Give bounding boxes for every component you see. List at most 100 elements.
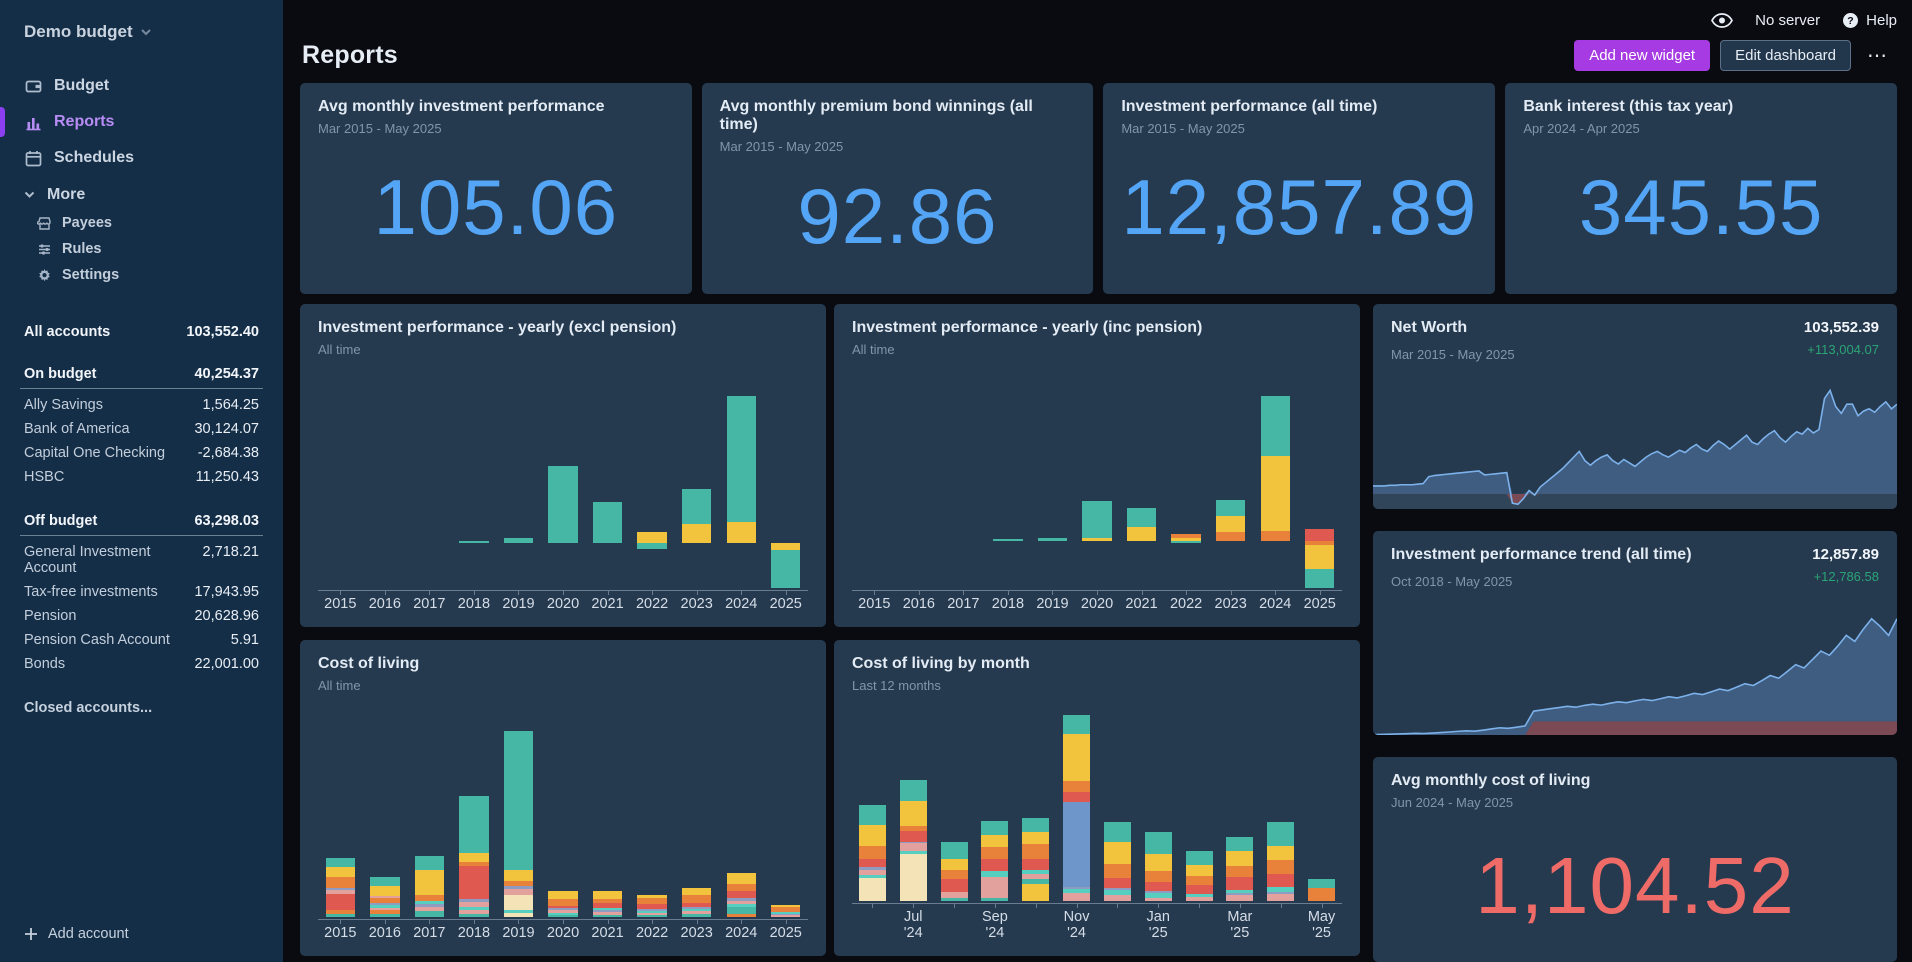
bar-segment-orange	[370, 898, 400, 903]
sidebar-item-reports[interactable]: Reports	[0, 104, 283, 140]
bar-segment-teal	[370, 876, 400, 887]
add-account-button[interactable]: Add account	[0, 916, 283, 946]
widget-title: Cost of living	[318, 655, 420, 672]
account-row[interactable]: Pension Cash Account 5.91	[20, 628, 263, 652]
widget-invest-yearly-inc-pension[interactable]: Investment performance - yearly (inc pen…	[834, 304, 1360, 627]
bar-segment-teal	[1144, 832, 1172, 854]
budget-switcher[interactable]: Demo budget	[0, 22, 283, 42]
widget-investment-performance-all-time[interactable]: Investment performance (all time) Mar 20…	[1103, 83, 1496, 294]
widget-cost-of-living-by-month[interactable]: Cost of living by month Last 12 months J…	[834, 640, 1360, 956]
widget-avg-monthly-investment-performance[interactable]: Avg monthly investment performance Mar 2…	[300, 83, 692, 294]
sidebar-item-payees[interactable]: Payees	[0, 210, 283, 236]
sidebar-more-toggle[interactable]: More	[0, 176, 283, 210]
widget-avg-monthly-cost-of-living[interactable]: Avg monthly cost of living Jun 2024 - Ma…	[1373, 757, 1897, 962]
bar-segment-teal	[325, 914, 355, 917]
bar-segment-orange	[592, 899, 623, 904]
bar-Jun '24	[852, 709, 893, 901]
account-row[interactable]: General Investment Account 2,718.21	[20, 540, 263, 580]
bar-Aug '24	[934, 709, 975, 901]
widget-value: 12,857.89	[1812, 545, 1879, 563]
widget-date-range: Mar 2015 - May 2025	[1391, 347, 1515, 362]
right-column: Net Worth 103,552.39 Mar 2015 - May 2025…	[1373, 304, 1897, 962]
widget-bank-interest-tax-year[interactable]: Bank interest (this tax year) Apr 2024 -…	[1505, 83, 1897, 294]
bar-segment-teal	[981, 898, 1009, 901]
chevron-down-icon	[24, 191, 35, 199]
sidebar-item-rules[interactable]: Rules	[0, 236, 283, 262]
bar-2018	[452, 390, 497, 588]
help-button[interactable]: ? Help	[1842, 12, 1897, 29]
bar-segment-pink	[592, 911, 623, 915]
bar-segment-teal	[726, 396, 756, 522]
bar-2025	[763, 725, 808, 917]
account-group-header[interactable]: On budget 40,254.37	[20, 360, 263, 389]
sidebar-item-settings[interactable]: Settings	[0, 262, 283, 288]
account-name: Capital One Checking	[24, 445, 166, 461]
bar-2025	[763, 390, 808, 588]
bar-segment-orange	[1063, 781, 1091, 793]
bar-segment-pink	[637, 912, 667, 916]
bar-segment-teal	[414, 911, 445, 917]
group-balance: 40,254.37	[194, 366, 259, 382]
widget-change: +12,786.58	[1813, 568, 1879, 584]
bar-segment-pink	[370, 907, 400, 911]
server-status[interactable]: No server	[1755, 12, 1820, 29]
account-row[interactable]: Bank of America 30,124.07	[20, 417, 263, 441]
sidebar-item-schedules[interactable]: Schedules	[0, 140, 283, 176]
bar-segment-slate	[459, 899, 489, 903]
bar-segment-yellow	[726, 521, 756, 543]
bar-Apr '25	[1260, 709, 1301, 901]
dashboard-menu-button[interactable]: ⋯	[1861, 43, 1895, 68]
x-tick-label: 2020	[1075, 591, 1120, 612]
closed-accounts-link[interactable]: Closed accounts...	[24, 700, 153, 716]
bar-segment-cyan	[681, 909, 712, 912]
bar-segment-orange	[1185, 876, 1213, 885]
account-balance: 30,124.07	[194, 421, 259, 437]
x-tick-label: 2018	[986, 591, 1031, 612]
account-row[interactable]: Ally Savings 1,564.25	[20, 393, 263, 417]
bar-segment-teal	[503, 731, 534, 871]
bar-segment-yellow	[771, 542, 801, 551]
bar-segment-orange	[726, 914, 756, 917]
account-name: All accounts	[24, 324, 111, 340]
account-row[interactable]: Tax-free investments 17,943.95	[20, 580, 263, 604]
bar-segment-yellow	[1103, 842, 1131, 865]
all-accounts-row[interactable]: All accounts 103,552.40	[20, 318, 263, 346]
widget-investment-performance-trend[interactable]: Investment performance trend (all time) …	[1373, 530, 1897, 736]
x-axis: 2015 2016 2017 2018 2019 2020 2021 2022 2023 2024…	[318, 919, 808, 941]
widget-avg-monthly-premium-bond-winnings[interactable]: Avg monthly premium bond winnings (all t…	[701, 83, 1094, 294]
widget-net-worth[interactable]: Net Worth 103,552.39 Mar 2015 - May 2025…	[1373, 304, 1897, 509]
x-tick-label: 2020	[541, 591, 586, 612]
add-new-widget-button[interactable]: Add new widget	[1574, 40, 1711, 71]
budget-name: Demo budget	[24, 22, 133, 41]
edit-dashboard-button[interactable]: Edit dashboard	[1720, 40, 1851, 71]
account-balance: 20,628.96	[194, 608, 259, 624]
x-tick-label: 2021	[1119, 591, 1164, 612]
widget-invest-yearly-excl-pension[interactable]: Investment performance - yearly (excl pe…	[300, 304, 826, 627]
bar-segment-yellow	[637, 895, 667, 898]
sidebar-item-budget[interactable]: Budget	[0, 68, 283, 104]
bar-segment-cream	[503, 894, 534, 911]
bar-segment-teal	[940, 841, 968, 859]
bar-segment-slate	[1103, 887, 1131, 890]
widget-date-range: Mar 2015 - May 2025	[318, 121, 442, 136]
account-row[interactable]: HSBC 11,250.43	[20, 465, 263, 489]
bar-segment-cyan	[1063, 888, 1091, 894]
account-row[interactable]: Capital One Checking -2,684.38	[20, 441, 263, 465]
bar-segment-orange	[1144, 870, 1172, 883]
bar-segment-teal	[681, 489, 712, 524]
bar-segment-teal	[1063, 715, 1091, 734]
bar-segment-yellow	[1226, 850, 1254, 867]
dashboard-lower: Investment performance - yearly (excl pe…	[300, 304, 1897, 962]
widget-date-range: All time	[318, 342, 361, 357]
bar-2020	[541, 390, 586, 588]
bar-segment-slate	[592, 909, 623, 912]
topbar: No server ? Help	[300, 0, 1897, 32]
account-group-header[interactable]: Off budget 63,298.03	[20, 507, 263, 536]
bar-segment-red	[981, 859, 1009, 871]
widget-cost-of-living[interactable]: Cost of living All time 2015 2016 2017 2018…	[300, 640, 826, 956]
account-row[interactable]: Bonds 22,001.00	[20, 652, 263, 676]
bar-2024	[719, 725, 764, 917]
account-row[interactable]: Pension 20,628.96	[20, 604, 263, 628]
bar-segment-teal	[899, 780, 927, 801]
privacy-toggle[interactable]	[1711, 12, 1734, 28]
